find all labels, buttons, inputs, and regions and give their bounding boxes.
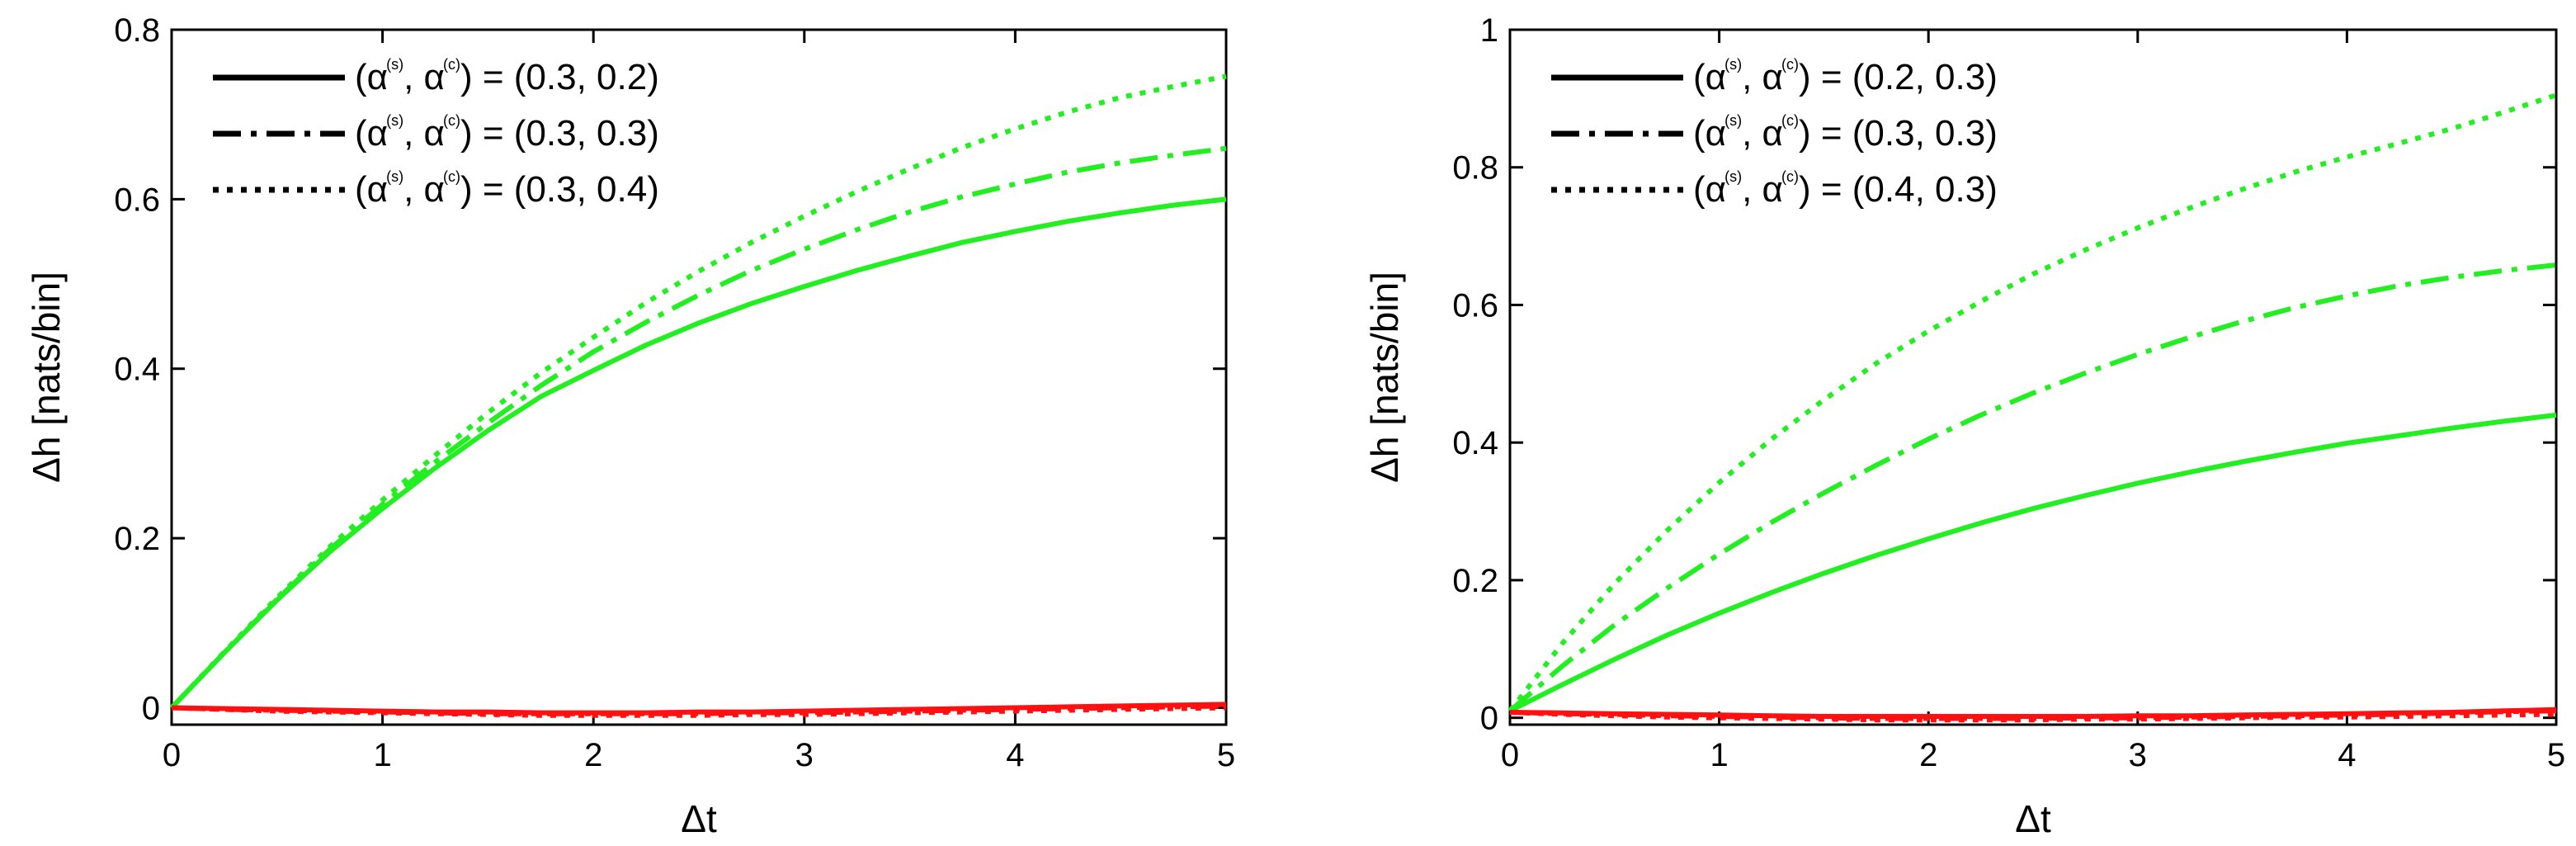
legend-entry: (α(s), α(c)) = (0.2, 0.3) [1693,56,1998,97]
legend-text-part: ) = (0.2, 0.3) [1799,57,1998,97]
series-line-red-dotted [1509,710,2557,723]
legend-superscript: (s) [1724,56,1742,73]
legend-superscript: (s) [1724,168,1742,185]
y-tick-label: 0.8 [114,12,160,49]
x-axis-label: Δt [2015,797,2051,840]
legend-text-part: , α [403,57,445,97]
legend-text-part: (α [355,57,388,97]
y-tick-label: 0 [142,690,160,726]
legend-text-part: , α [1742,57,1783,97]
legend-superscript: (c) [443,168,460,185]
legend-text-part: (α [1693,113,1726,154]
legend-text-part: , α [1742,169,1783,210]
y-tick-label: 0.6 [1452,287,1498,324]
legend-superscript: (s) [386,168,403,185]
legend-text-part: , α [403,169,445,210]
legend-superscript: (s) [386,56,403,73]
x-tick-label: 1 [1710,737,1728,773]
legend-superscript: (c) [1781,112,1799,129]
legend-superscript: (c) [443,112,460,129]
x-tick-label: 4 [2338,737,2356,773]
y-tick-label: 0.6 [114,182,160,218]
y-tick-label: 0.8 [1452,150,1498,187]
x-tick-label: 2 [584,737,602,773]
x-tick-label: 3 [795,737,814,773]
legend-entry: (α(s), α(c)) = (0.3, 0.3) [355,112,659,154]
legend-text-part: , α [1742,113,1783,154]
legend-entry: (α(s), α(c)) = (0.4, 0.3) [1693,168,1998,210]
x-tick-label: 3 [2129,737,2147,773]
legend-text-part: (α [355,113,388,154]
x-tick-label: 4 [1006,737,1024,773]
y-tick-label: 0 [1480,701,1498,737]
y-axis-label: Δh [nats/bin] [25,272,68,483]
y-tick-label: 0.2 [1452,563,1498,599]
x-tick-label: 5 [2547,737,2565,773]
legend-text-part: ) = (0.4, 0.3) [1799,169,1998,210]
legend-entry: (α(s), α(c)) = (0.3, 0.4) [355,168,659,210]
y-axis-label: Δh [nats/bin] [1363,272,1406,483]
x-tick-label: 5 [1217,737,1235,773]
series-line-green-dotted [1507,92,2557,713]
plot-frame [170,28,1228,726]
plot-frame [1508,28,2558,726]
series-line-green-dashdot [1508,262,2557,713]
legend-text-part: (α [1693,57,1726,97]
legend-superscript: (c) [1781,56,1799,73]
legend-superscript: (c) [443,56,460,73]
series-line-green-dashdot [169,145,1227,710]
legend-entry: (α(s), α(c)) = (0.3, 0.3) [1693,112,1998,154]
x-tick-label: 2 [1919,737,1937,773]
legend-superscript: (s) [386,112,403,129]
y-tick-label: 0.2 [114,521,160,557]
series-line-green-solid [169,196,1227,710]
x-tick-label: 0 [1501,737,1519,773]
legend-text-part: ) = (0.3, 0.4) [460,169,659,210]
legend-text-part: , α [403,113,445,154]
legend-text-part: ) = (0.3, 0.2) [460,57,659,97]
legend-text-part: (α [1693,169,1726,210]
series-line-red-dashdot [171,703,1227,716]
series-line-green-solid [1508,412,2557,713]
series-line-green-dotted [169,73,1227,710]
y-tick-label: 0.4 [114,352,160,388]
x-axis-label: Δt [681,797,717,840]
legend-text-part: ) = (0.3, 0.3) [1799,113,1998,154]
legend-entry: (α(s), α(c)) = (0.3, 0.2) [355,56,659,97]
legend-superscript: (s) [1724,112,1742,129]
y-tick-label: 1 [1480,12,1498,49]
x-tick-label: 0 [163,737,181,773]
legend-text-part: (α [355,169,388,210]
x-tick-label: 1 [373,737,391,773]
legend-text-part: ) = (0.3, 0.3) [460,113,659,154]
y-tick-label: 0.4 [1452,425,1498,461]
legend-superscript: (c) [1781,168,1799,185]
